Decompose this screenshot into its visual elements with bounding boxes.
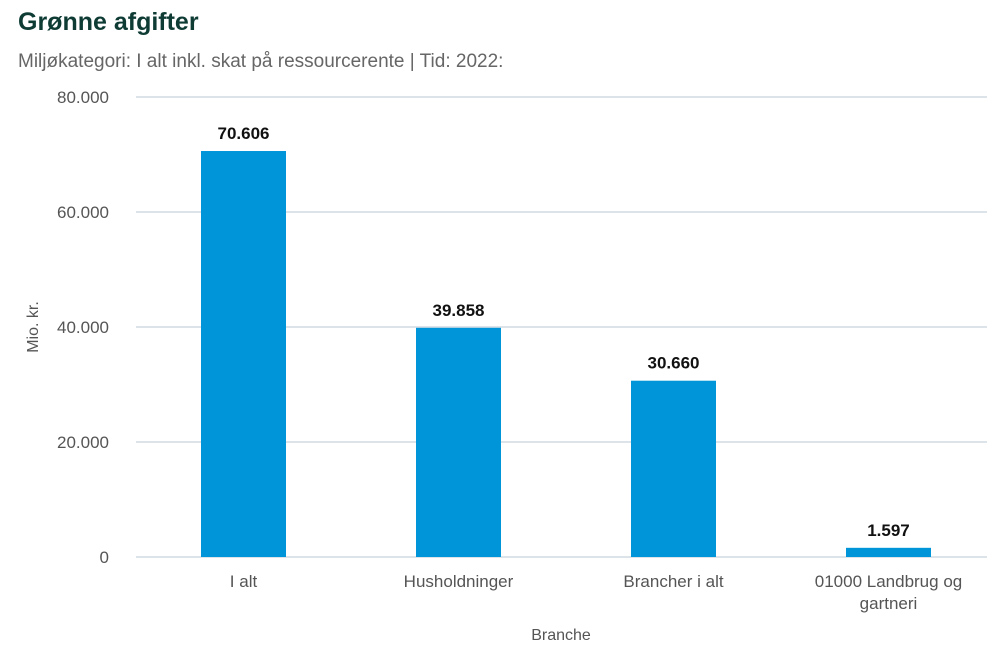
data-label: 30.660	[648, 354, 700, 373]
data-label: 70.606	[218, 124, 270, 143]
x-axis-categories: I alt Husholdninger Brancher i alt 01000 La…	[230, 572, 962, 613]
bar	[631, 380, 716, 557]
bar	[846, 547, 931, 557]
data-labels: 70.606 39.858 30.660 1.597	[218, 124, 910, 540]
data-label: 1.597	[867, 521, 910, 540]
bars	[201, 151, 931, 557]
data-label: 39.858	[433, 301, 485, 320]
y-tick-label: 60.000	[57, 203, 109, 222]
bar	[201, 151, 286, 557]
x-axis-title: Branche	[531, 627, 591, 644]
y-axis-title: Mio. kr.	[25, 301, 42, 353]
y-axis-ticks: 0 20.000 40.000 60.000 80.000	[57, 88, 109, 567]
x-category-label: gartneri	[860, 594, 918, 613]
y-tick-label: 40.000	[57, 318, 109, 337]
y-tick-label: 0	[100, 548, 109, 567]
x-category-label: 01000 Landbrug og	[815, 572, 962, 591]
y-tick-label: 20.000	[57, 433, 109, 452]
x-category-label: I alt	[230, 572, 258, 591]
chart-title: Grønne afgifter	[18, 8, 199, 36]
y-tick-label: 80.000	[57, 88, 109, 107]
x-category-label: Brancher i alt	[623, 572, 723, 591]
bar	[416, 327, 501, 557]
x-category-label: Husholdninger	[404, 572, 514, 591]
chart-subtitle: Miljøkategori: I alt inkl. skat på resso…	[18, 51, 504, 72]
